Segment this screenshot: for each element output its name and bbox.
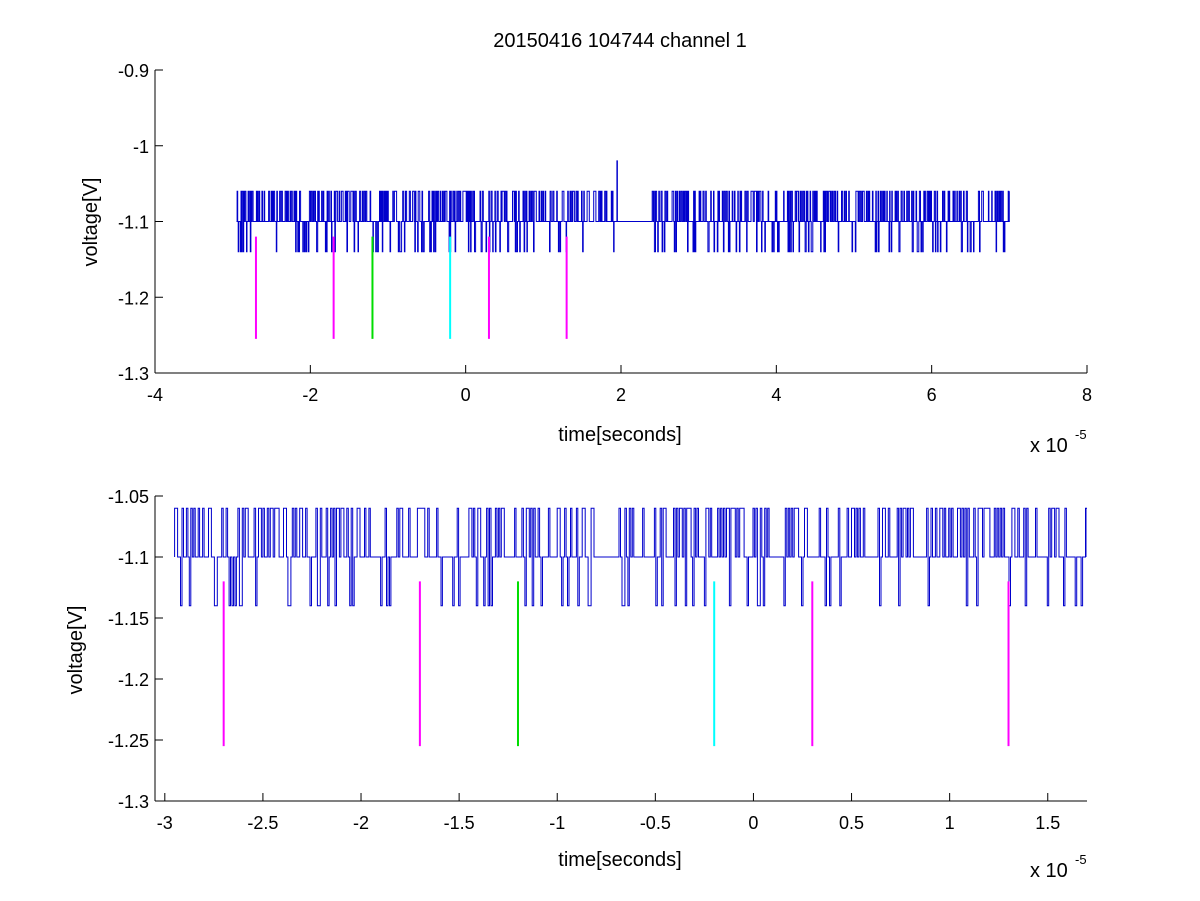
x-tick-label: -3: [157, 813, 173, 833]
y-tick-label: -1: [133, 137, 149, 157]
y-tick-label: -1.2: [118, 670, 149, 690]
x-tick-label: 8: [1082, 385, 1092, 405]
x-tick-label: -1: [549, 813, 565, 833]
x-tick-label: -2.5: [247, 813, 278, 833]
x-exponent-label: x 10: [1030, 435, 1068, 457]
y-tick-label: -1.15: [108, 609, 149, 629]
x-tick-label: -4: [147, 385, 163, 405]
top-plot: 20150416 104744 channel 1 -4 -2 0 2 4 6 8-1.3-…: [80, 30, 1092, 457]
y-tick-label: -1.2: [118, 288, 149, 308]
y-tick-label: -1.05: [108, 487, 149, 507]
y-tick-label: -1.1: [118, 548, 149, 568]
x-tick-label: 6: [927, 385, 937, 405]
top-plot-area: -4 -2 0 2 4 6 8 -1.3 -1.2 -1.1 -1 -0.9: [118, 61, 1092, 405]
x-axis-label: time[seconds]: [558, 849, 681, 871]
x-tick-label: -2: [302, 385, 318, 405]
y-tick-label: -1.25: [108, 731, 149, 751]
x-tick-label: -2: [353, 813, 369, 833]
chart-title: 20150416 104744 channel 1: [493, 30, 747, 52]
y-tick-label: -0.9: [118, 61, 149, 81]
x-tick-label: 0.5: [839, 813, 864, 833]
x-exponent-value: -5: [1075, 427, 1087, 442]
y-tick-label: -1.3: [118, 792, 149, 812]
x-axis-label: time[seconds]: [558, 424, 681, 446]
series-line: [236, 160, 1010, 253]
x-tick-label: 0: [461, 385, 471, 405]
bottom-plot-area: -3 -2.5 -2 -1.5 -1 -0.5 0 0.5 1 1.5 -1.3 -1.25 -1.2 -…: [108, 487, 1087, 833]
bottom-plot: -3 -2.5 -2 -1.5 -1 -0.5 0 0.5 1 1.5 -1.3 -1.25 -1.2 -…: [65, 487, 1087, 882]
x-tick-label: 1: [945, 813, 955, 833]
x-tick-label: 2: [616, 385, 626, 405]
x-exponent-label: x 10: [1030, 860, 1068, 882]
x-tick-label: 0: [748, 813, 758, 833]
x-exponent-value: -5: [1075, 852, 1087, 867]
x-tick-label: 4: [771, 385, 781, 405]
y-tick-label: -1.3: [118, 364, 149, 384]
y-tick-label: -1.1: [118, 213, 149, 233]
series-line: [174, 507, 1087, 607]
y-axis-label: voltage[V]: [65, 606, 87, 695]
x-tick-label: -0.5: [640, 813, 671, 833]
y-axis-label: voltage[V]: [80, 178, 102, 267]
x-tick-label: 1.5: [1035, 813, 1060, 833]
x-tick-label: -1.5: [444, 813, 475, 833]
